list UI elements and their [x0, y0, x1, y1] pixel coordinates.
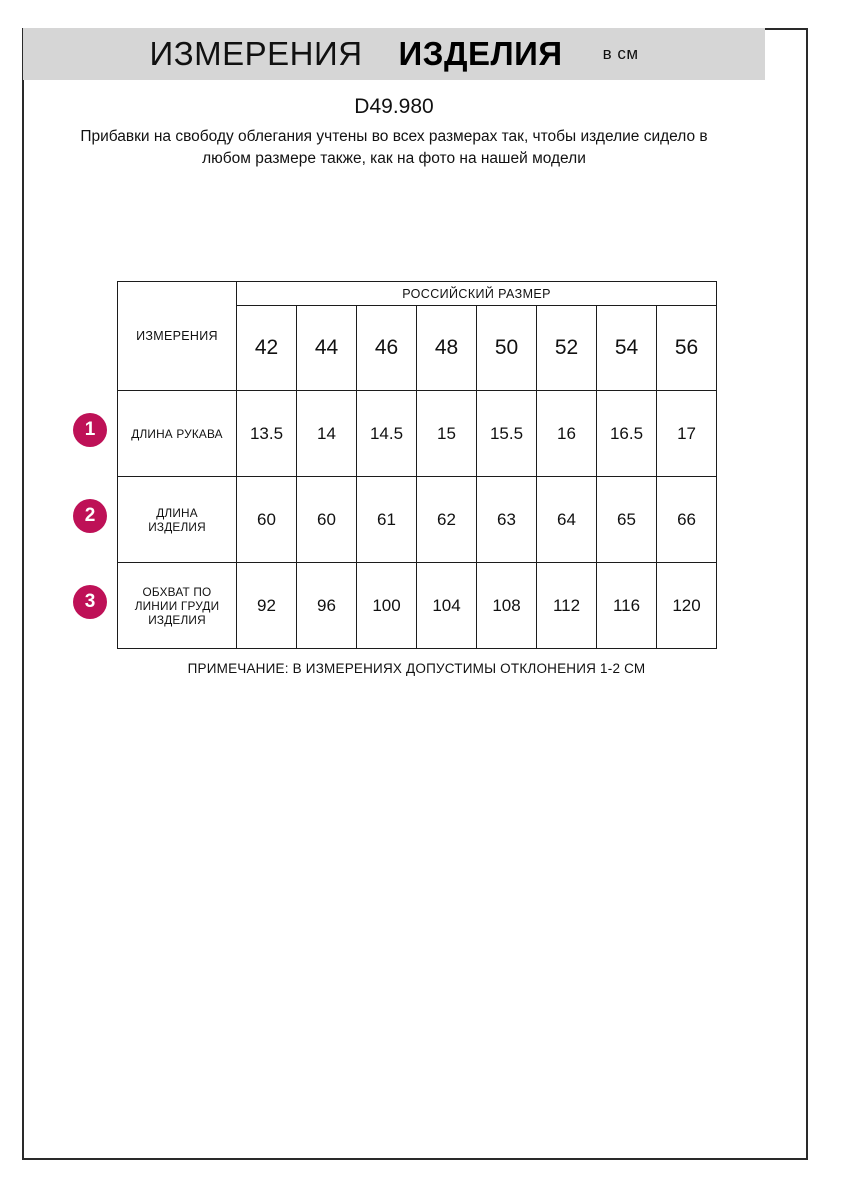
- article-code: D49.980: [354, 95, 434, 118]
- size-table-container: ИЗМЕРЕНИЯ РОССИЙСКИЙ РАЗМЕР 42 44 46 48 …: [117, 281, 718, 649]
- cell-sleeve-48: 15: [416, 390, 477, 477]
- table-row: ДЛИНА РУКАВА 13.5 14 14.5 15 15.5 16 16.…: [117, 390, 718, 477]
- cell-sleeve-50: 15.5: [476, 390, 537, 477]
- cell-length-54: 65: [596, 476, 657, 563]
- table-row: ДЛИНА ИЗДЕЛИЯ 60 60 61 62 63 64 65 66: [117, 476, 718, 563]
- header-size-50: 50: [476, 305, 537, 391]
- header-size-44: 44: [296, 305, 357, 391]
- row-badge-3: 3: [73, 585, 107, 619]
- header-size-48: 48: [416, 305, 477, 391]
- header-size-42: 42: [236, 305, 297, 391]
- banner-units-label: в см: [602, 44, 639, 63]
- table-row: ОБХВАТ ПО ЛИНИИ ГРУДИ ИЗДЕЛИЯ 92 96 100 10…: [117, 562, 718, 649]
- cell-sleeve-46: 14.5: [356, 390, 417, 477]
- cell-length-42: 60: [236, 476, 297, 563]
- cell-sleeve-52: 16: [536, 390, 597, 477]
- cell-length-44: 60: [296, 476, 357, 563]
- cell-chest-56: 120: [655, 562, 718, 649]
- cell-length-52: 64: [536, 476, 597, 563]
- cell-chest-54: 116: [596, 562, 657, 649]
- header-russian-size: РОССИЙСКИЙ РАЗМЕР: [235, 281, 718, 306]
- row-badge-1: 1: [73, 413, 107, 447]
- size-table: ИЗМЕРЕНИЯ РОССИЙСКИЙ РАЗМЕР 42 44 46 48 …: [117, 281, 718, 649]
- banner-title-measurements: ИЗМЕРЕНИЯ: [149, 35, 363, 72]
- cell-sleeve-44: 14: [296, 390, 357, 477]
- row-badge-2: 2: [73, 499, 107, 533]
- row-label-sleeve-length: ДЛИНА РУКАВА: [117, 390, 237, 477]
- cell-length-56: 66: [655, 476, 718, 563]
- cell-length-50: 63: [476, 476, 537, 563]
- cell-chest-44: 96: [296, 562, 357, 649]
- table-header-group-row: ИЗМЕРЕНИЯ РОССИЙСКИЙ РАЗМЕР: [117, 281, 718, 391]
- header-banner: ИЗМЕРЕНИЯ ИЗДЕЛИЯ в см: [23, 28, 765, 80]
- cell-sleeve-42: 13.5: [236, 390, 297, 477]
- cell-chest-52: 112: [536, 562, 597, 649]
- header-measurements-label: ИЗМЕРЕНИЯ: [117, 281, 237, 391]
- cell-chest-48: 104: [416, 562, 477, 649]
- cell-chest-42: 92: [236, 562, 297, 649]
- row-label-chest-girth: ОБХВАТ ПО ЛИНИИ ГРУДИ ИЗДЕЛИЯ: [117, 562, 237, 649]
- footnote-note: ПРИМЕЧАНИЕ: В ИЗМЕРЕНИЯХ ДОПУСТИМЫ ОТКЛО…: [187, 661, 646, 676]
- cell-length-46: 61: [356, 476, 417, 563]
- row-label-product-length: ДЛИНА ИЗДЕЛИЯ: [117, 476, 237, 563]
- subtitle-description: Прибавки на свободу облегания учтены во …: [80, 128, 708, 167]
- cell-sleeve-56: 17: [655, 390, 718, 477]
- banner-title-product: ИЗДЕЛИЯ: [398, 35, 563, 72]
- cell-chest-46: 100: [356, 562, 417, 649]
- cell-sleeve-54: 16.5: [596, 390, 657, 477]
- header-size-56: 56: [655, 305, 718, 391]
- header-size-52: 52: [536, 305, 597, 391]
- cell-chest-50: 108: [476, 562, 537, 649]
- header-size-46: 46: [356, 305, 417, 391]
- table-header-size-row: 42 44 46 48 50 52 54 56: [118, 305, 718, 391]
- cell-length-48: 62: [416, 476, 477, 563]
- header-size-54: 54: [596, 305, 657, 391]
- subtitle-block: D49.980 Прибавки на свободу облегания уч…: [60, 92, 728, 170]
